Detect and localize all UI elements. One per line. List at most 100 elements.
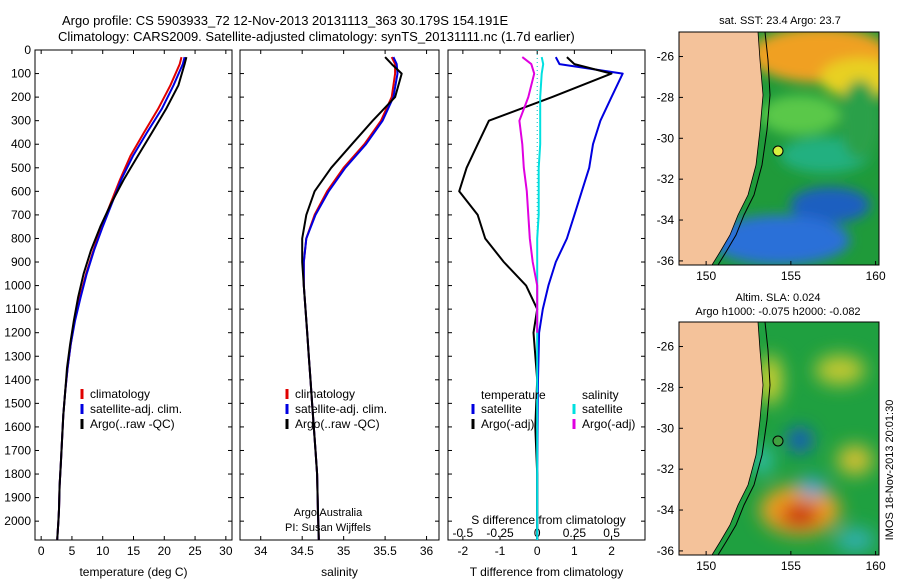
series-line-t-satellite [536, 56, 624, 540]
sst-mid-patch [840, 80, 879, 160]
sla-lon-tick-label: 160 [866, 559, 886, 573]
legend-label: satellite [582, 402, 623, 416]
temperature-x-tick-label: 5 [69, 544, 76, 558]
depth-tick-label: 1300 [4, 349, 31, 363]
sla-low-patch [800, 477, 824, 497]
salinity-x-tick-label: 34 [254, 544, 268, 558]
sla-shelf-line [717, 322, 771, 555]
sst-map [679, 32, 879, 265]
series-line-t-argo-adj- [458, 56, 613, 540]
sst-map-title: sat. SST: 23.4 Argo: 23.7 [719, 15, 841, 27]
sla-high-patch [815, 355, 865, 385]
legend-label: satellite [481, 402, 522, 416]
legend-label: climatology [295, 387, 355, 401]
depth-tick-label: 2000 [4, 514, 31, 528]
sla-argo-marker [772, 435, 784, 447]
sla-lat-tick-label: -36 [657, 544, 675, 558]
sla-low-patch [835, 528, 875, 552]
legend-label: Argo(-adj) [582, 417, 635, 431]
series-line-climatology [56, 56, 183, 540]
sla-high-patch [780, 503, 820, 527]
sst-mid-patch [760, 95, 840, 135]
sst-lon-tick-label: 155 [781, 269, 801, 283]
salinity-diff-axis-label: S difference from climatology [471, 513, 626, 527]
sla-lon-tick-label: 150 [696, 559, 716, 573]
depth-tick-label: 1000 [4, 279, 31, 293]
difference-x-tick-label: 1 [571, 544, 578, 558]
sst-cool-patch [710, 215, 850, 265]
legend-label: satellite-adj. clim. [90, 402, 182, 416]
sst-coastline [711, 32, 764, 265]
depth-tick-label: 1700 [4, 443, 31, 457]
depth-tick-label: 300 [11, 114, 31, 128]
temperature-x-tick-label: 10 [96, 544, 110, 558]
depth-tick-label: 1100 [5, 302, 31, 316]
depth-tick-label: 1400 [4, 373, 31, 387]
temperature-series-group [56, 56, 188, 540]
pi-annotation: PI: Susan Wijffels [285, 522, 371, 534]
sla-lon-tick-label: 155 [781, 559, 801, 573]
footer-stamp: IMOS 18-Nov-2013 20:01:30 [884, 400, 896, 541]
header-line-1: Argo profile: CS 5903933_72 12-Nov-2013 … [62, 13, 509, 28]
difference-axes-frame [447, 49, 646, 541]
sst-lat-tick-label: -30 [657, 131, 675, 145]
series-line-satellite-adj-clim- [56, 56, 186, 540]
depth-tick-label: 1500 [4, 396, 31, 410]
series-line-s-argo-adj- [518, 56, 539, 333]
sla-coastline [711, 322, 764, 555]
difference-x-tick-label: -2 [458, 544, 469, 558]
salinity-x-tick-label: 36 [420, 544, 434, 558]
temperature-x-tick-label: 25 [188, 544, 202, 558]
series-line-satellite-adj-clim- [302, 56, 399, 540]
sla-map-frame [678, 321, 880, 556]
legend-label: Argo(..raw -QC) [90, 417, 175, 431]
depth-tick-label: 600 [11, 184, 31, 198]
difference-series-group [458, 56, 624, 540]
legend-title-salinity: salinity [582, 388, 619, 402]
sst-map-frame [678, 31, 880, 266]
sla-lat-tick-label: -26 [657, 340, 675, 354]
salinity-series-group [301, 56, 403, 540]
temperature-x-tick-label: 15 [127, 544, 141, 558]
sla-low-patch [752, 445, 772, 475]
difference-x-tick-label: 0 [534, 544, 541, 558]
salinity-diff-tick-label: -0.5 [453, 526, 474, 540]
depth-tick-label: 1200 [4, 326, 31, 340]
depth-tick-label: 1800 [4, 467, 31, 481]
depth-tick-label: 100 [11, 67, 31, 81]
depth-tick-label: 0 [24, 43, 31, 57]
difference-x-tick-label: -1 [495, 544, 506, 558]
temperature-x-label: temperature (deg C) [79, 565, 187, 579]
sst-shelf-line [717, 32, 771, 265]
sst-argo-marker [772, 145, 784, 157]
sst-lat-tick-label: -36 [657, 254, 675, 268]
sla-map-subtitle: Argo h1000: -0.075 h2000: -0.082 [695, 306, 860, 318]
salinity-diff-tick-label: 0.25 [563, 526, 587, 540]
temperature-axes-frame [34, 49, 233, 541]
sla-lat-tick-label: -30 [657, 421, 675, 435]
header-line-2: Climatology: CARS2009. Satellite-adjuste… [58, 29, 575, 44]
salinity-x-tick-label: 35 [337, 544, 351, 558]
sst-lat-tick-label: -28 [657, 90, 675, 104]
series-line-argo-raw-qc- [56, 56, 188, 540]
sla-high-patch [837, 445, 873, 475]
salinity-diff-tick-label: -0.25 [486, 526, 514, 540]
sst-lat-tick-label: -32 [657, 172, 675, 186]
salinity-x-tick-label: 34.5 [291, 544, 315, 558]
depth-tick-label: 500 [11, 161, 31, 175]
temperature-x-tick-label: 30 [219, 544, 233, 558]
legend-label: Argo(..raw -QC) [295, 417, 380, 431]
depth-tick-label: 1900 [4, 491, 31, 505]
series-line-s-satellite [536, 56, 545, 540]
sla-low-patch [788, 428, 812, 452]
sst-cool-patch [790, 187, 870, 223]
series-line-argo-raw-qc- [301, 56, 403, 540]
legend-label: satellite-adj. clim. [295, 402, 387, 416]
sla-lat-tick-label: -32 [657, 462, 675, 476]
depth-tick-label: 900 [11, 255, 31, 269]
depth-tick-label: 700 [11, 208, 31, 222]
sla-map-title: Altim. SLA: 0.024 [736, 292, 821, 304]
legend-title-temperature: temperature [481, 388, 546, 402]
